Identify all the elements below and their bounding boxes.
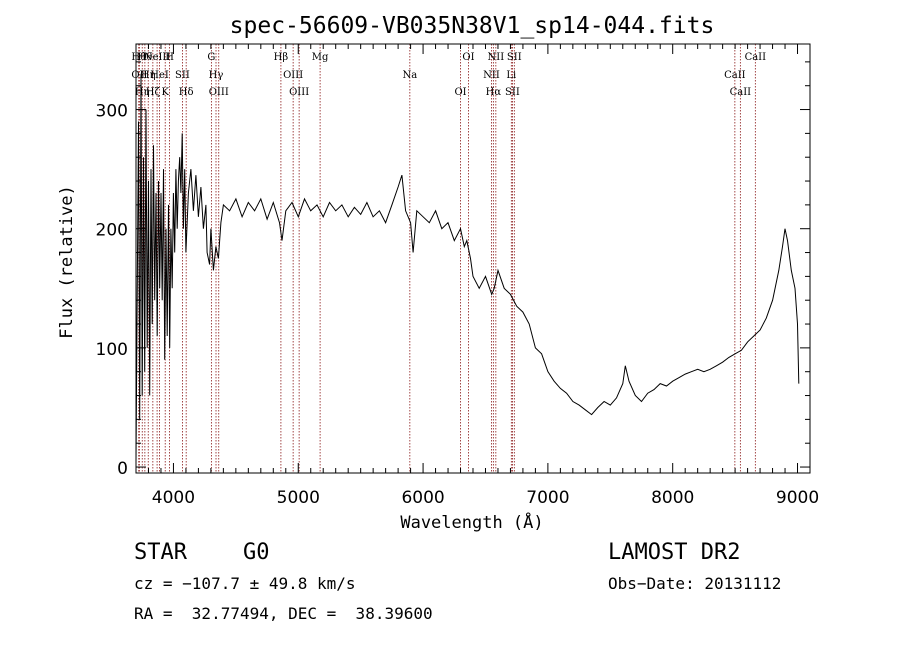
object-class: STAR: [134, 540, 187, 565]
object-subclass: G0: [243, 540, 270, 565]
line-marker-label: OIII: [289, 87, 309, 98]
x-tick-label: 7000: [526, 488, 569, 508]
line-marker-label: SII: [175, 70, 190, 81]
line-marker-label: NII: [488, 52, 505, 63]
line-marker-label: NII: [483, 70, 500, 81]
line-marker-label: HeI: [150, 70, 169, 81]
spectrum-line: [135, 73, 800, 462]
line-marker-label: K: [161, 87, 169, 98]
redshift-cz: cz = −107.7 ± 49.8 km/s: [134, 574, 356, 593]
line-markers: [138, 44, 756, 473]
line-marker-labels: HθOIIHηHθHηHζNeIIIHeIKHSIIHδGHγOIIIHβOII…: [131, 52, 766, 98]
line-marker-label: Hη: [141, 70, 156, 81]
survey-name: LAMOST DR2: [608, 540, 741, 565]
coordinates: RA = 32.77494, DEC = 38.39600: [134, 604, 433, 623]
line-marker-label: Hγ: [209, 70, 224, 81]
line-marker-label: OI: [462, 52, 474, 63]
observation-date: Obs−Date: 20131112: [608, 574, 782, 593]
line-marker-label: H: [165, 52, 174, 63]
line-marker-label: SII: [507, 52, 522, 63]
line-marker-label: OI: [454, 87, 466, 98]
x-axis-label: Wavelength (Å): [400, 511, 543, 533]
x-axis: 4000 5000 6000 7000 8000 9000: [135, 44, 819, 508]
x-tick-label: 4000: [152, 488, 195, 508]
line-marker-label: Hβ: [274, 52, 289, 63]
y-tick-label: 300: [96, 102, 128, 122]
line-marker-label: Hζ: [146, 87, 161, 98]
line-marker-label: Hη: [135, 87, 150, 98]
y-axis-label: Flux (relative): [57, 185, 77, 339]
line-marker-label: Na: [402, 70, 417, 81]
line-marker-label: Mg: [312, 52, 329, 63]
line-marker-label: Hδ: [179, 87, 194, 98]
line-marker-label: Hα: [486, 87, 502, 98]
y-tick-label: 200: [96, 221, 128, 241]
line-marker-label: CaII: [745, 52, 767, 63]
line-marker-label: CaII: [730, 87, 752, 98]
chart-title: spec-56609-VB035N38V1_sp14-044.fits: [230, 13, 715, 39]
y-tick-label: 100: [96, 340, 128, 360]
x-tick-label: 8000: [651, 488, 694, 508]
spectrum-series: [135, 73, 800, 462]
plot-frame: [135, 43, 811, 474]
line-marker-label: OIII: [283, 70, 303, 81]
line-marker-label: Li: [506, 70, 516, 81]
line-marker-label: OII: [131, 70, 147, 81]
x-tick-label: 6000: [401, 488, 444, 508]
line-marker-label: CaII: [724, 70, 746, 81]
x-tick-label: 9000: [776, 488, 819, 508]
line-marker-label: NeIII: [144, 52, 171, 63]
y-axis: 0 100 200 300: [96, 61, 810, 479]
line-marker-label: Hθ: [137, 52, 152, 63]
x-tick-label: 5000: [277, 488, 320, 508]
line-marker-label: G: [207, 52, 215, 63]
line-marker-label: OIII: [209, 87, 229, 98]
line-marker-label: Hθ: [131, 52, 146, 63]
y-tick-label: 0: [117, 459, 128, 479]
line-marker-label: SII: [505, 87, 520, 98]
